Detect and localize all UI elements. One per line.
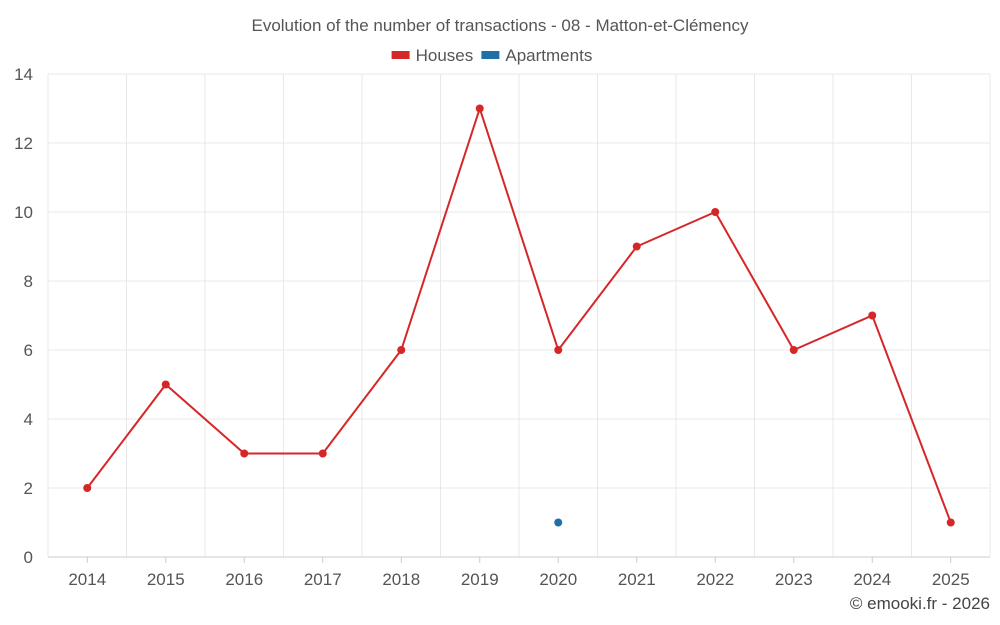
data-point-houses[interactable]	[240, 449, 249, 458]
data-point-houses[interactable]	[161, 380, 170, 389]
legend-item-houses[interactable]: Houses	[391, 46, 474, 65]
data-point-apartments[interactable]	[554, 518, 563, 527]
y-tick-label: 10	[14, 203, 33, 222]
y-tick-label: 8	[24, 272, 33, 291]
data-point-houses[interactable]	[789, 346, 798, 354]
axes: 0 2 4 6 8 10 12 14 2014 2015 2016 2017 2018 2019 2020 2…	[14, 65, 990, 589]
grid	[47, 73, 991, 557]
legend: Houses Apartments	[391, 46, 592, 65]
x-tick-label: 2020	[539, 570, 577, 589]
legend-swatch	[481, 51, 500, 59]
y-tick-label: 12	[14, 134, 33, 153]
y-tick-label: 14	[14, 65, 33, 84]
y-tick-label: 6	[24, 341, 33, 360]
x-tick-label: 2017	[304, 570, 342, 589]
data-point-houses[interactable]	[632, 242, 641, 251]
data-point-houses[interactable]	[946, 518, 955, 527]
data-point-houses[interactable]	[475, 104, 484, 113]
data-point-houses[interactable]	[711, 208, 720, 216]
data-point-houses[interactable]	[554, 346, 563, 354]
x-tick-label: 2022	[696, 570, 734, 589]
legend-item-apartments[interactable]: Apartments	[481, 46, 592, 65]
data-point-houses[interactable]	[397, 346, 406, 354]
y-tick-label: 0	[24, 548, 33, 567]
x-tick-label: 2025	[932, 570, 970, 589]
data-point-houses[interactable]	[868, 311, 877, 320]
x-tick-label: 2018	[382, 570, 420, 589]
series-group	[83, 104, 955, 527]
x-tick-label: 2023	[775, 570, 813, 589]
x-tick-label: 2015	[147, 570, 185, 589]
x-tick-label: 2016	[225, 570, 263, 589]
y-tick-label: 2	[24, 479, 33, 498]
legend-swatch	[391, 51, 410, 59]
x-tick-label: 2014	[68, 570, 106, 589]
data-point-houses[interactable]	[83, 484, 92, 492]
legend-label: Houses	[416, 46, 474, 65]
x-tick-label: 2021	[618, 570, 656, 589]
x-tick-label: 2019	[461, 570, 499, 589]
legend-label: Apartments	[505, 46, 592, 65]
y-tick-label: 4	[24, 410, 33, 429]
chart-title: Evolution of the number of transactions …	[251, 16, 749, 35]
credit-text: © emooki.fr - 2026	[850, 594, 990, 613]
data-point-houses[interactable]	[318, 449, 327, 458]
series-line-houses	[86, 105, 952, 523]
x-tick-label: 2024	[853, 570, 891, 589]
